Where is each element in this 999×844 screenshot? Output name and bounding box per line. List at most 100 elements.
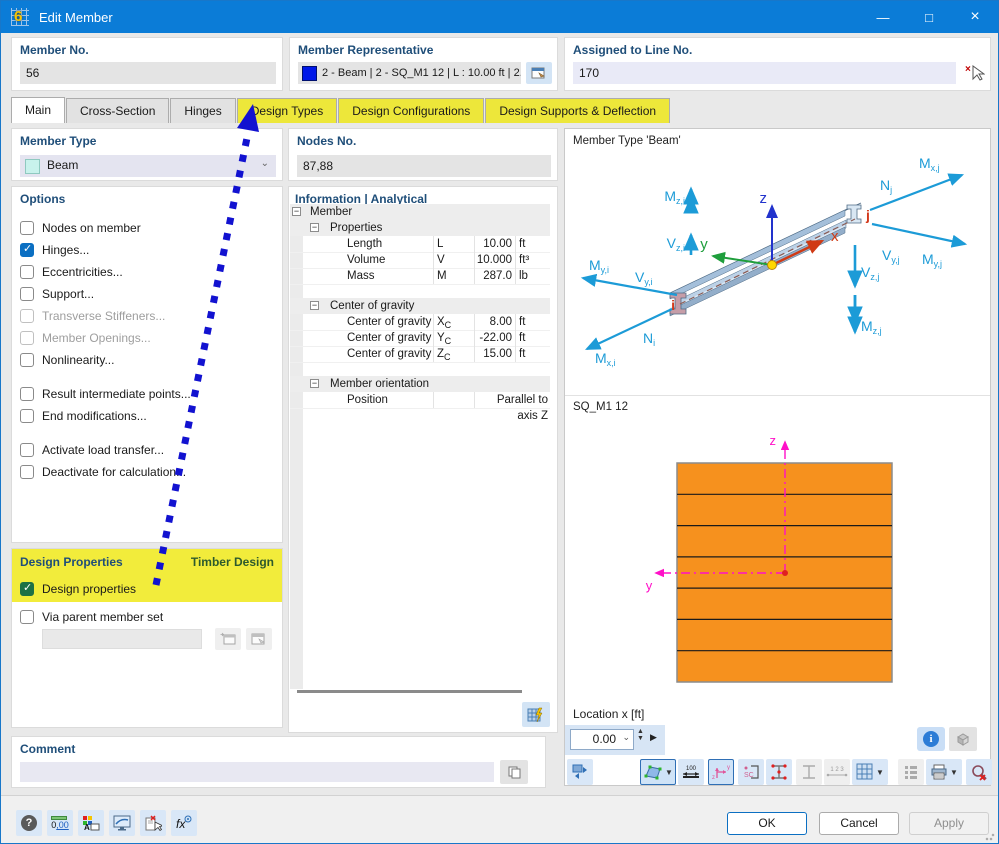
checkbox[interactable] bbox=[20, 287, 34, 301]
checkbox[interactable] bbox=[20, 465, 34, 479]
units-icon: 0,00 bbox=[51, 816, 69, 830]
help-button[interactable]: ? bbox=[16, 810, 42, 836]
svg-text:fx: fx bbox=[176, 817, 186, 831]
edit-in-table-button[interactable] bbox=[522, 702, 550, 727]
comment-input[interactable] bbox=[20, 762, 494, 782]
close-button[interactable]: × bbox=[970, 8, 980, 25]
option-eccentricities[interactable]: Eccentricities... bbox=[20, 263, 123, 281]
shear-center-button[interactable]: SC bbox=[738, 759, 764, 785]
comment-copy-button[interactable] bbox=[500, 760, 528, 784]
collapse-icon[interactable]: − bbox=[310, 222, 319, 232]
splitter-handle[interactable] bbox=[297, 690, 522, 693]
node-i-label: i bbox=[671, 297, 675, 313]
collapse-icon[interactable]: − bbox=[292, 206, 301, 216]
tab-design-types[interactable]: Design Types bbox=[236, 98, 338, 123]
tab-design-configurations[interactable]: Design Configurations bbox=[338, 98, 485, 123]
cancel-button[interactable]: Cancel bbox=[819, 812, 899, 835]
option-nodes-on-member[interactable]: Nodes on member bbox=[20, 219, 141, 237]
checkbox[interactable] bbox=[20, 443, 34, 457]
beam-diagram: z y x Mz,i Vz,i My,i bbox=[580, 155, 968, 368]
new-member-set-button bbox=[215, 628, 241, 650]
edit-representative-button[interactable] bbox=[526, 62, 552, 84]
force-label-vyj: Vy,j bbox=[882, 247, 900, 265]
checkbox-checked[interactable] bbox=[20, 242, 34, 257]
svg-text:z: z bbox=[712, 775, 715, 781]
location-x-stepper[interactable]: ▲ ▼ bbox=[637, 728, 644, 742]
collapse-icon[interactable]: − bbox=[310, 378, 319, 388]
option-end-modifications[interactable]: End modifications... bbox=[20, 407, 147, 425]
options-group: Options Nodes on member Hinges... Eccent… bbox=[11, 186, 283, 543]
select-line-button[interactable]: × bbox=[963, 62, 986, 84]
stress-points-button[interactable] bbox=[766, 759, 792, 785]
tab-main[interactable]: Main bbox=[11, 97, 66, 123]
dimensions-button[interactable]: 100 bbox=[678, 759, 704, 785]
comment-group: Comment bbox=[11, 736, 546, 788]
numbering-icon: 1 2 3 bbox=[826, 767, 848, 777]
ok-button[interactable]: OK bbox=[727, 812, 807, 835]
tree-row-cog-x: Center of gravity XC 8.00 ft bbox=[290, 314, 550, 331]
option-nonlinearity[interactable]: Nonlinearity... bbox=[20, 351, 114, 369]
numbering-button: 1 2 3 bbox=[824, 759, 850, 785]
display-properties-button[interactable]: A bbox=[78, 810, 104, 836]
resize-grip[interactable] bbox=[985, 831, 995, 841]
option-result-intermediate-points[interactable]: Result intermediate points... bbox=[20, 385, 191, 403]
checkbox[interactable] bbox=[20, 409, 34, 423]
option-hinges[interactable]: Hinges... bbox=[20, 241, 89, 259]
tab-hinges[interactable]: Hinges bbox=[170, 98, 236, 123]
option-deactivate-for-calculation[interactable]: Deactivate for calculation... bbox=[20, 463, 186, 481]
force-label-mxi: Mx,i bbox=[595, 350, 616, 368]
checkbox[interactable] bbox=[20, 221, 34, 235]
checkbox[interactable] bbox=[20, 610, 34, 624]
tree-group-properties: − Properties bbox=[290, 220, 550, 236]
apply-button[interactable]: Apply bbox=[909, 812, 989, 835]
member-no-field[interactable]: 56 bbox=[20, 62, 276, 84]
printer-icon bbox=[931, 764, 947, 780]
dropdown-arrow-icon[interactable]: ▼ bbox=[876, 767, 884, 777]
info-button[interactable]: i bbox=[917, 727, 945, 751]
beam-preview-title: Member Type 'Beam' bbox=[573, 135, 681, 147]
sync-view-button[interactable] bbox=[567, 759, 593, 785]
collapse-icon[interactable]: − bbox=[310, 300, 319, 310]
checkbox-checked-green[interactable] bbox=[20, 581, 34, 596]
minimize-button[interactable]: — bbox=[876, 9, 890, 25]
tab-cross-section[interactable]: Cross-Section bbox=[66, 98, 170, 123]
nodes-field[interactable]: 87,88 bbox=[297, 155, 551, 177]
member-representative-field[interactable]: 2 - Beam | 2 - SQ_M1 12 | L : 10.00 ft |… bbox=[298, 62, 521, 84]
location-x-combobox[interactable]: 0.00 ⌄ bbox=[570, 729, 634, 750]
units-button[interactable]: 0,00 bbox=[47, 810, 73, 836]
tab-design-supports[interactable]: Design Supports & Deflection bbox=[485, 98, 671, 123]
option-design-properties[interactable]: Design properties bbox=[20, 580, 136, 598]
option-support[interactable]: Support... bbox=[20, 285, 94, 303]
print-button[interactable]: ▼ bbox=[926, 759, 962, 785]
checkbox[interactable] bbox=[20, 265, 34, 279]
chevron-down-icon[interactable]: ⌄ bbox=[622, 732, 630, 742]
force-label-mzj: Mz,j bbox=[861, 318, 882, 336]
rendering-button[interactable] bbox=[109, 810, 135, 836]
table-lightning-icon bbox=[527, 707, 543, 722]
reset-zoom-button[interactable] bbox=[966, 759, 992, 785]
window-edit-icon-gray bbox=[251, 633, 265, 645]
checkbox[interactable] bbox=[20, 387, 34, 401]
maximize-button[interactable]: □ bbox=[925, 9, 933, 25]
svg-text:A: A bbox=[84, 823, 90, 831]
member-type-dropdown[interactable]: Beam ⌄ bbox=[20, 155, 276, 177]
shape-outline-button[interactable]: ▼ bbox=[640, 759, 676, 785]
option-via-parent-member-set[interactable]: Via parent member set bbox=[20, 608, 163, 626]
location-x-play-button[interactable]: ▶ bbox=[650, 732, 657, 742]
app-icon: 6 bbox=[11, 8, 29, 26]
tree-row-cog-z: Center of gravity ZC 15.00 ft bbox=[290, 346, 550, 363]
assigned-line-field[interactable]: 170 bbox=[573, 62, 956, 84]
option-member-openings: Member Openings... bbox=[20, 329, 151, 347]
checkbox[interactable] bbox=[20, 353, 34, 367]
location-label: Location x [ft] bbox=[573, 707, 645, 721]
dropdown-arrow-icon[interactable]: ▼ bbox=[665, 767, 673, 777]
deselect-button[interactable] bbox=[140, 810, 166, 836]
grid-button[interactable]: ▼ bbox=[852, 759, 888, 785]
option-activate-load-transfer[interactable]: Activate load transfer... bbox=[20, 441, 164, 459]
deselect-icon bbox=[145, 815, 162, 831]
formula-button[interactable]: fx bbox=[171, 810, 197, 836]
dropdown-arrow-icon[interactable]: ▼ bbox=[950, 767, 958, 777]
force-label-nj: Nj bbox=[880, 177, 892, 195]
